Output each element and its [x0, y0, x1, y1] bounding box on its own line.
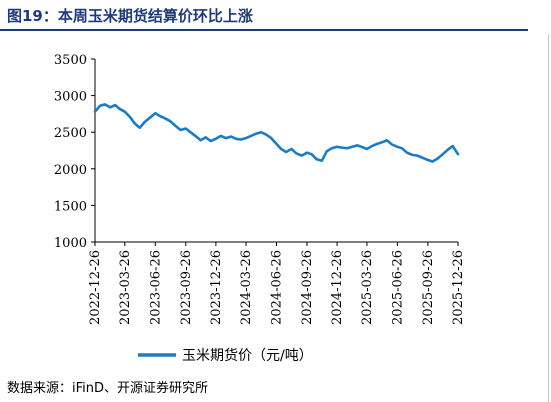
x-tick-label: 2025-12-26: [451, 250, 466, 325]
legend-label: 玉米期货价（元/吨）: [182, 347, 313, 364]
x-tick-label: 2023-06-26: [148, 250, 163, 325]
figure-title: 图19：本周玉米期货结算价环比上涨: [7, 7, 253, 25]
x-tick-label: 2025-06-26: [390, 250, 405, 325]
y-tick-label: 3500: [54, 53, 87, 68]
y-tick-label: 3000: [54, 90, 87, 105]
y-tick-label: 2500: [54, 126, 87, 141]
y-tick-label: 1000: [54, 236, 87, 251]
y-tick-label: 1500: [54, 199, 87, 214]
x-tick-label: 2023-09-26: [179, 250, 194, 325]
x-tick-label: 2024-03-26: [239, 250, 254, 325]
x-tick-label: 2025-03-26: [360, 250, 375, 325]
source-note: 数据来源：iFinD、开源证券研究所: [7, 381, 209, 396]
x-tick-label: 2024-09-26: [300, 250, 315, 325]
x-tick-label: 2025-09-26: [421, 250, 436, 325]
y-tick-label: 2000: [54, 163, 87, 178]
x-tick-label: 2023-12-26: [209, 250, 224, 325]
x-tick-label: 2022-12-26: [88, 250, 103, 325]
series-line-corn-futures: [93, 103, 460, 163]
right-border-line: [548, 34, 549, 402]
title-rule: [0, 29, 528, 31]
x-tick-label: 2024-06-26: [270, 250, 285, 325]
y-axis-ticks: 1000 1500 2000 2500 3000 3500: [54, 53, 95, 251]
x-tick-label: 2024-12-26: [330, 250, 345, 325]
x-axis-ticks: 2022-12-26 2023-03-26 2023-06-26 2023-09-26…: [88, 242, 466, 325]
x-tick-label: 2023-03-26: [118, 250, 133, 325]
